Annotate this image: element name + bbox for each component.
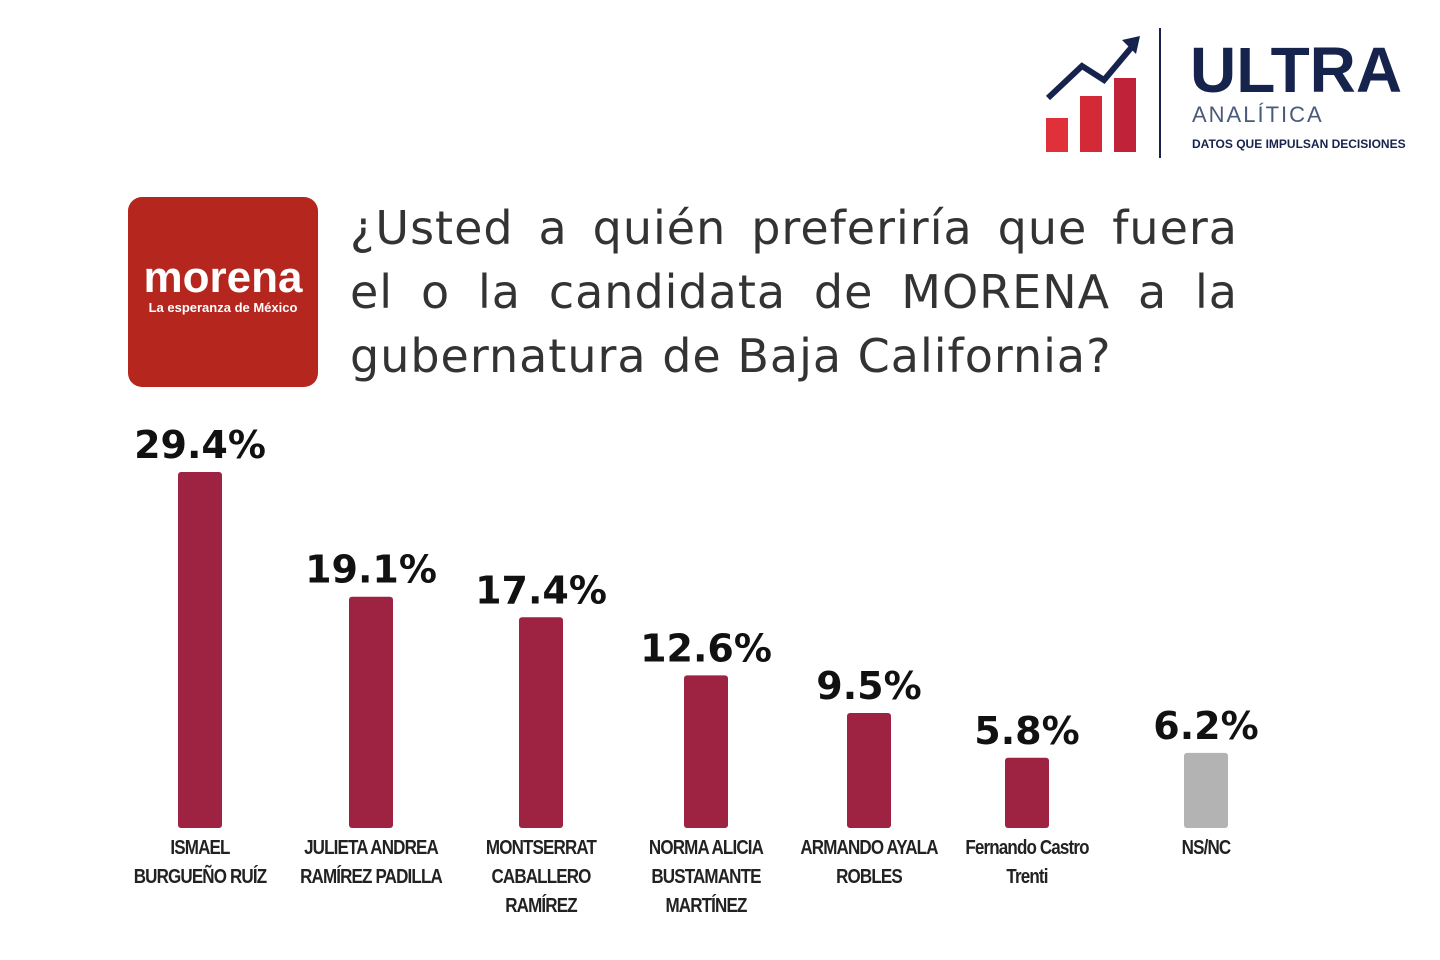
bar: [684, 675, 728, 828]
bar: [519, 617, 563, 828]
value-label: 6.2%: [1153, 704, 1258, 748]
bar: [1184, 752, 1228, 828]
tagline: DATOS QUE IMPULSAN DECISIONES: [1192, 137, 1406, 151]
category-label: ARMANDO AYALA ROBLES: [800, 837, 938, 888]
bar: [178, 472, 222, 828]
category-label: NS/NC: [1181, 837, 1231, 859]
value-label: 9.5%: [816, 664, 921, 708]
value-label: 12.6%: [640, 626, 772, 670]
brand-icon: [1045, 28, 1161, 158]
value-label: 5.8%: [974, 709, 1079, 753]
value-label: 19.1%: [305, 548, 437, 592]
brand: ULTRA: [1190, 34, 1402, 106]
category-label: MONTSERRAT CABALLERO RAMÍREZ: [485, 837, 597, 917]
party-slogan: La esperanza de México: [149, 300, 298, 315]
category-label: NORMA ALICIA BUSTAMANTE MARTÍNEZ: [648, 837, 764, 917]
category-label: Fernando Castro Trenti: [965, 837, 1089, 888]
party-logo: [128, 197, 318, 387]
value-label: 17.4%: [475, 568, 607, 612]
party-name: morena: [144, 253, 303, 302]
bar: [349, 596, 393, 828]
brand-sub: ANALÍTICA: [1192, 102, 1324, 127]
value-label: 29.4%: [134, 423, 266, 467]
chart-title: ¿Usted a quién preferiría que fuera el o…: [350, 201, 1238, 383]
category-label: ISMAEL BURGUEÑO RUÍZ: [133, 837, 267, 888]
bar: [1005, 757, 1049, 828]
category-label: JULIETA ANDREA RAMÍREZ PADILLA: [300, 837, 443, 888]
bar: [847, 712, 891, 828]
